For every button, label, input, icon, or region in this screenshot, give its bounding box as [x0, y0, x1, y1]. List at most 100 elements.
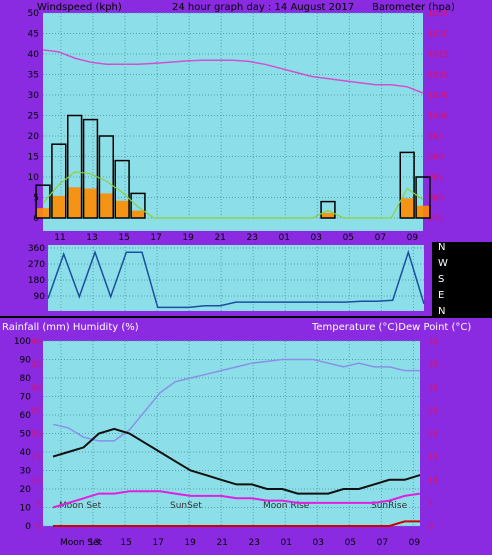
- ytick-windspeed: 40: [28, 50, 40, 60]
- compass-label: W: [438, 258, 448, 269]
- wind-avg-bar: [400, 198, 415, 218]
- ytick-rainfall: 0: [36, 522, 41, 531]
- xtick-hour: 19: [184, 538, 196, 548]
- barometer-line: [42, 49, 424, 94]
- plot-area-temp: [43, 341, 420, 526]
- ytick-direction: 180: [28, 276, 45, 286]
- ytick-barometer: 975: [428, 214, 443, 223]
- xtick-hour: 21: [216, 538, 227, 548]
- ytick-barometer: 980: [428, 194, 443, 203]
- xtick-hour: 13: [88, 538, 99, 548]
- xtick-hour: 19: [182, 233, 194, 243]
- astro-annotation: Moon Rise: [263, 501, 310, 511]
- wind-speed-bar: [320, 200, 336, 219]
- xtick-hour: 23: [246, 233, 257, 243]
- ytick-windspeed: 20: [28, 132, 40, 142]
- compass-label: N: [438, 306, 445, 317]
- wind-avg-bar: [99, 193, 114, 218]
- ylabel-barometer: Barometer (hpa): [372, 2, 455, 13]
- xtick-hour: 17: [150, 233, 161, 243]
- ytick-humidity: 20: [20, 485, 32, 495]
- ytick-temperature: 20: [428, 430, 438, 439]
- ytick-humidity: 70: [20, 393, 32, 403]
- ytick-windspeed: 0: [33, 214, 39, 224]
- temperature-line: [52, 427, 421, 495]
- humidity-line: [52, 358, 420, 442]
- ylabel-temp-dewpoint: Temperature (°C)Dew Point (°C): [311, 322, 471, 333]
- wind-speed-bar: [98, 135, 114, 219]
- xtick-hour: 13: [86, 233, 97, 243]
- astro-annotation: SunRise: [371, 501, 408, 511]
- dewpoint-line: [52, 490, 421, 509]
- wind-avg-bar: [51, 195, 66, 218]
- wind-gust-line: [42, 171, 424, 219]
- xtick-hour: 07: [377, 538, 388, 548]
- wind-speed-bar: [67, 114, 83, 219]
- ytick-humidity: 50: [20, 430, 32, 440]
- xtick-hour: 05: [345, 538, 356, 548]
- wind-speed-bar: [35, 184, 51, 219]
- ytick-barometer: 1015: [428, 50, 448, 59]
- wind-speed-bar: [51, 143, 67, 219]
- xtick-hour: 03: [311, 233, 322, 243]
- astro-annotation: Moon Set: [59, 501, 102, 511]
- ytick-humidity: 40: [20, 448, 32, 458]
- wind-speed-bar: [130, 192, 146, 219]
- wind-avg-bar: [83, 188, 98, 218]
- ytick-direction: 360: [28, 244, 45, 254]
- ylabel-rain-humidity: Rainfall (mm) Humidity (%): [2, 322, 139, 333]
- ytick-humidity: 80: [20, 374, 32, 384]
- compass-label: N: [438, 242, 445, 253]
- chart-title: 24 hour graph day : 14 August 2017: [172, 2, 354, 13]
- xtick-hour: 07: [375, 233, 386, 243]
- ytick-rainfall: 30: [31, 383, 41, 392]
- ytick-rainfall: 40: [31, 337, 41, 346]
- wind-speed-bar: [415, 176, 431, 219]
- wind-avg-bar: [416, 205, 430, 218]
- ytick-rainfall: 25: [31, 406, 41, 415]
- ytick-windspeed: 10: [28, 173, 40, 183]
- xtick-hour: 03: [313, 538, 324, 548]
- ytick-barometer: 1020: [428, 30, 448, 39]
- ytick-barometer: 995: [428, 132, 443, 141]
- wind-speed-bar: [114, 159, 130, 219]
- ytick-humidity: 100: [14, 337, 31, 347]
- compass-label: S: [438, 274, 444, 285]
- ytick-direction: 90: [34, 292, 46, 302]
- astro-annotation: SunSet: [170, 501, 202, 511]
- ytick-humidity: 10: [20, 504, 32, 514]
- wind-avg-bar: [321, 213, 335, 218]
- ytick-temperature: 15: [428, 453, 438, 462]
- ytick-humidity: 30: [20, 467, 32, 477]
- xtick-hour: 05: [343, 233, 354, 243]
- ytick-temperature: 25: [428, 406, 438, 415]
- ytick-rainfall: 20: [31, 430, 41, 439]
- ytick-rainfall: 15: [31, 453, 41, 462]
- ytick-windspeed: 35: [28, 71, 39, 81]
- ytick-direction: 270: [28, 260, 45, 270]
- wind-direction-line: [47, 249, 425, 309]
- ytick-barometer: 1000: [428, 112, 448, 121]
- xtick-hour: 01: [279, 233, 290, 243]
- xtick-hour: 11: [54, 233, 65, 243]
- xtick-hour: 15: [120, 538, 131, 548]
- wind-avg-bar: [67, 187, 82, 218]
- ytick-rainfall: 35: [31, 360, 41, 369]
- xtick-hour: 01: [281, 538, 292, 548]
- ylabel-windspeed: Windspeed (kph): [37, 2, 122, 13]
- xtick-hour: 09: [407, 233, 419, 243]
- wind-avg-bar: [115, 200, 130, 218]
- ytick-barometer: 1010: [428, 71, 448, 80]
- compass-label: E: [438, 290, 444, 301]
- xtick-hour: Moon Set: [60, 538, 103, 548]
- ytick-rainfall: 5: [36, 499, 41, 508]
- ytick-humidity: 0: [25, 522, 31, 532]
- wind-speed-bar: [82, 118, 99, 219]
- ytick-windspeed: 25: [28, 112, 39, 122]
- xtick-hour: 21: [214, 233, 225, 243]
- ytick-temperature: 5: [428, 499, 433, 508]
- plot-area-direction: [48, 245, 424, 311]
- wind-avg-bar: [36, 208, 50, 218]
- ytick-barometer: 1005: [428, 91, 448, 100]
